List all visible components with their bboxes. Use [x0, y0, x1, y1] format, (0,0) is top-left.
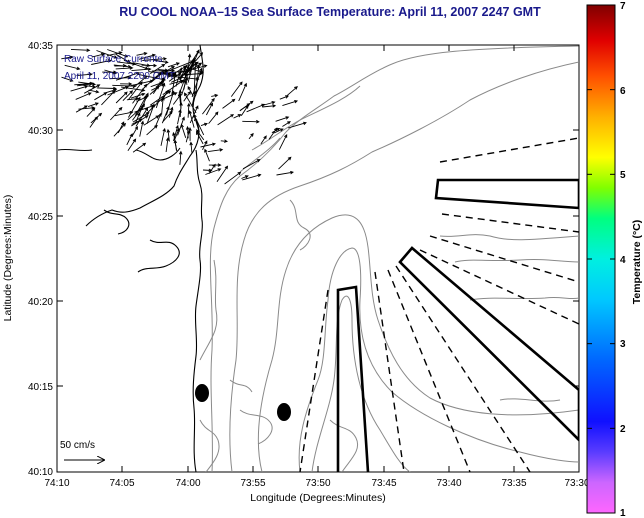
colorbar-label: Temperature (°C): [631, 220, 643, 305]
colorbar-tick-marks: [587, 4, 615, 514]
y-tick-label: 40:25: [28, 212, 53, 223]
survey-box-east: [434, 178, 579, 210]
bathymetry-contours: [199, 45, 579, 472]
marker-dot-1: [195, 384, 209, 402]
x-tick-label: 73:45: [371, 478, 396, 489]
dashed-transects: [299, 137, 579, 472]
y-tick-label: 40:10: [28, 467, 53, 478]
legend-line-1: Raw Surface Currents: [64, 54, 162, 65]
x-axis-label: Longitude (Degrees:Minutes): [250, 492, 385, 504]
colorbar-tick-label: 1: [620, 508, 626, 518]
y-tick-label: 40:30: [28, 126, 53, 137]
x-tick-label: 73:40: [436, 478, 461, 489]
x-tick-labels: 74:10 74:05 74:00 73:55 73:50 73:45 73:4…: [44, 478, 589, 489]
surface-current-vectors: [61, 48, 307, 185]
x-tick-label: 74:05: [109, 478, 134, 489]
survey-box-southeast: [398, 246, 579, 442]
x-tick-label: 73:55: [240, 478, 265, 489]
y-tick-label: 40:15: [28, 382, 53, 393]
x-tick-label: 73:30: [564, 478, 589, 489]
colorbar-tick-label: 7: [620, 1, 626, 12]
survey-box-south: [336, 285, 370, 472]
colorbar-tick-label: 4: [620, 255, 626, 266]
coastline: [57, 45, 204, 472]
map-title: RU COOL NOAA–15 Sea Surface Temperature:…: [119, 5, 541, 19]
legend-line-2: April 11, 2007 2200 GMT: [64, 71, 175, 82]
colorbar-tick-label: 2: [620, 424, 626, 435]
survey-boxes: [336, 178, 579, 472]
x-tick-label: 73:35: [501, 478, 526, 489]
y-tick-label: 40:20: [28, 297, 53, 308]
y-tick-label: 40:35: [28, 41, 53, 52]
map-frame: [56, 44, 580, 473]
x-tick-label: 74:10: [44, 478, 69, 489]
colorbar-tick-labels: 1 2 3 4 5 6 7: [620, 1, 626, 518]
tick-marks: [56, 44, 580, 473]
colorbar-tick-label: 5: [620, 170, 626, 181]
x-tick-label: 73:50: [305, 478, 330, 489]
x-tick-label: 74:00: [175, 478, 200, 489]
y-axis-label: Latitude (Degrees:Minutes): [2, 195, 14, 322]
y-tick-labels: 40:35 40:30 40:25 40:20 40:15 40:10: [28, 41, 53, 478]
colorbar-tick-label: 3: [620, 339, 626, 350]
scale-label: 50 cm/s: [60, 440, 95, 451]
colorbar-tick-label: 6: [620, 86, 626, 97]
marker-dot-2: [277, 403, 291, 421]
